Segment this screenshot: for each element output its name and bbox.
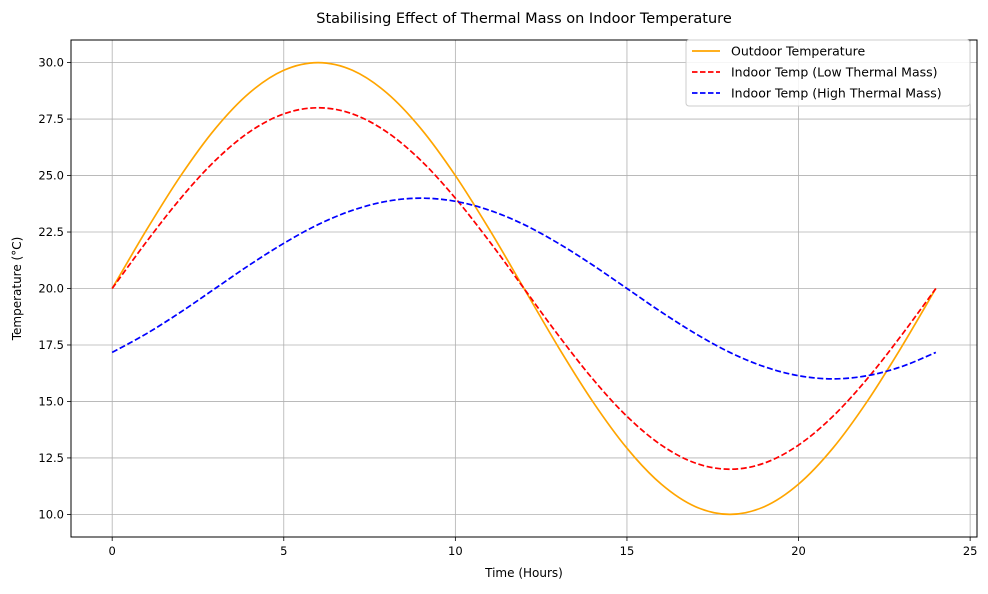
y-axis-label: Temperature (°C) [10, 237, 24, 342]
x-tick-label: 5 [280, 544, 287, 558]
y-tick-label: 17.5 [38, 338, 64, 352]
x-axis-label: Time (Hours) [484, 566, 563, 580]
x-tick-label: 0 [109, 544, 116, 558]
y-tick-label: 30.0 [38, 56, 64, 70]
legend: Outdoor Temperature Indoor Temp (Low The… [685, 39, 971, 107]
indoor-high-mass-line [111, 197, 937, 380]
legend-label-outdoor: Outdoor Temperature [731, 44, 865, 59]
x-axis: 0 5 10 15 20 25 [109, 537, 978, 558]
y-tick-label: 15.0 [38, 394, 64, 408]
y-tick-label: 20.0 [38, 282, 64, 296]
legend-label-high-mass: Indoor Temp (High Thermal Mass) [731, 86, 942, 101]
x-tick-label: 20 [791, 544, 806, 558]
y-tick-label: 10.0 [38, 507, 64, 521]
y-tick-label: 27.5 [38, 112, 64, 126]
x-tick-label: 15 [620, 544, 635, 558]
indoor-low-mass-line [111, 106, 937, 471]
y-tick-label: 22.5 [38, 225, 64, 239]
chart-title: Stabilising Effect of Thermal Mass on In… [316, 11, 732, 27]
y-tick-label: 25.0 [38, 169, 64, 183]
x-tick-label: 10 [448, 544, 463, 558]
legend-label-low-mass: Indoor Temp (Low Thermal Mass) [731, 65, 938, 80]
x-tick-label: 25 [963, 544, 978, 558]
y-axis: 10.0 12.5 15.0 17.5 20.0 22.5 25.0 27.5 30.0 [38, 56, 71, 521]
series-group [111, 61, 937, 516]
legend-box [685, 39, 971, 107]
outdoor-temperature-line [111, 61, 937, 516]
y-tick-label: 12.5 [38, 451, 64, 465]
